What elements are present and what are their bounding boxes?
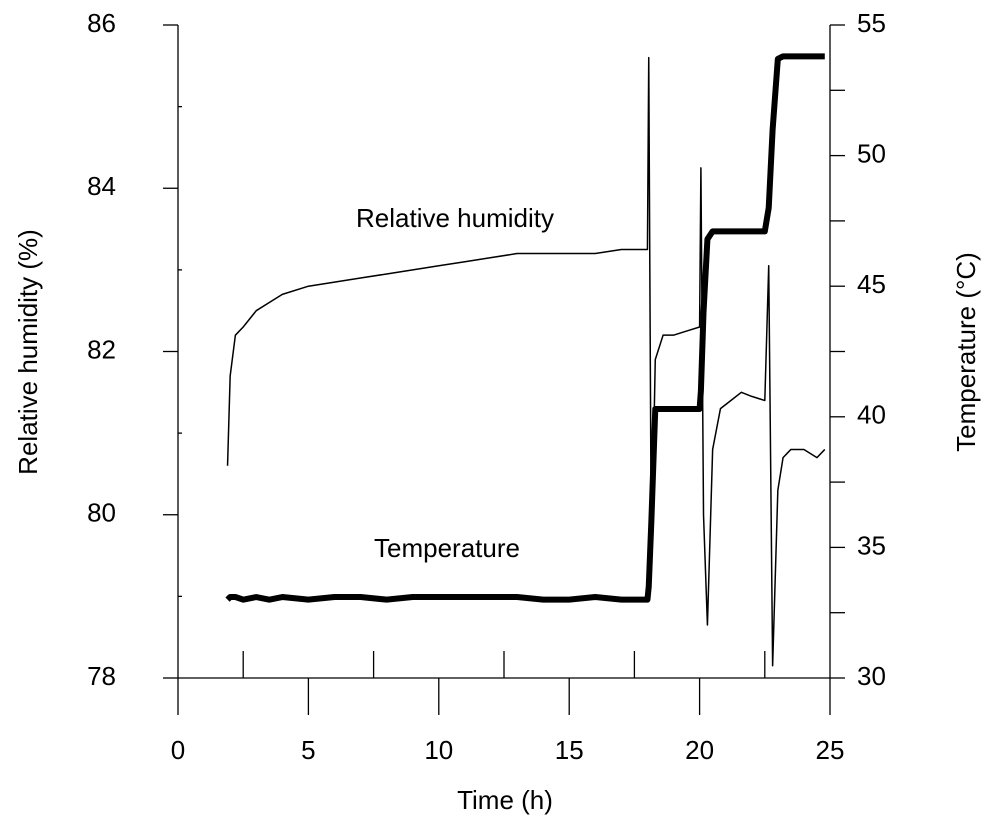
y2-tick-label: 50 [857,138,886,168]
x-tick-label: 10 [424,735,453,765]
y2-tick-label: 30 [857,661,886,691]
x-tick-label: 15 [555,735,584,765]
y2-axis-label: Temperature (°C) [951,252,981,452]
annotation: Relative humidity [356,203,554,233]
y-tick-label: 86 [87,8,116,38]
x-axis-label: Time (h) [457,785,553,815]
x-tick-label: 5 [301,735,315,765]
series-line [225,53,825,603]
y-tick-label: 82 [87,334,116,364]
y2-tick-label: 45 [857,269,886,299]
x-tick-label: 0 [171,735,185,765]
annotation: Temperature [374,533,520,563]
y-axis-label: Relative humidity (%) [13,229,43,475]
y-tick-label: 84 [87,171,116,201]
y2-tick-label: 55 [857,8,886,38]
y-tick-label: 78 [87,661,116,691]
y2-tick-label: 40 [857,400,886,430]
x-tick-label: 20 [685,735,714,765]
y-tick-label: 80 [87,498,116,528]
series-line [226,56,826,667]
y2-tick-label: 35 [857,530,886,560]
x-tick-label: 25 [816,735,845,765]
